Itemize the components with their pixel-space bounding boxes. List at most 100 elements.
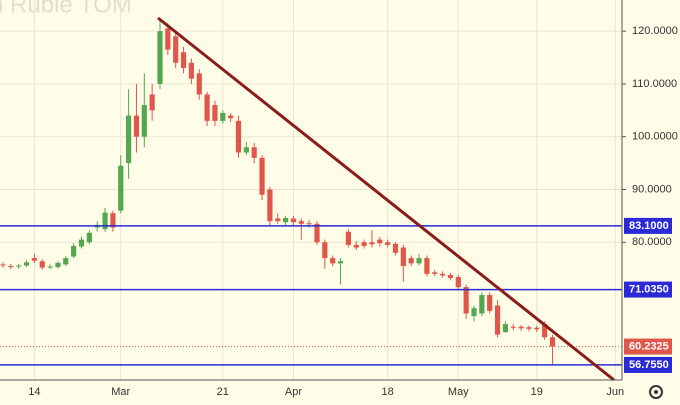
candle-body — [47, 266, 53, 268]
candle-body — [526, 327, 532, 329]
candle-body — [518, 326, 524, 329]
candle-body — [118, 165, 124, 211]
candle-body — [424, 258, 430, 274]
x-tick-label: May — [448, 386, 469, 398]
candle-body — [408, 258, 414, 264]
x-tick-label: Mar — [111, 386, 130, 398]
candle-body — [243, 147, 249, 153]
trend-line — [157, 16, 615, 382]
candle-body — [432, 272, 438, 274]
candle-body — [39, 261, 45, 268]
last-price-label: 60.2325 — [629, 340, 669, 352]
candle-body — [534, 327, 540, 330]
x-tick-label: 14 — [28, 386, 40, 398]
candle-body — [196, 73, 202, 95]
candle-body — [228, 115, 234, 119]
x-tick-label: 21 — [217, 386, 229, 398]
candle-body — [298, 221, 304, 224]
level-label: 83.1000 — [629, 220, 669, 232]
x-tick-label: 18 — [382, 386, 394, 398]
candle-body — [487, 295, 493, 311]
candle-body — [400, 247, 406, 266]
level-label-box — [624, 281, 672, 298]
candle-body — [55, 262, 61, 268]
candle-body — [8, 266, 14, 268]
candle-body — [23, 262, 30, 266]
candle-body — [283, 217, 289, 223]
x-tick-label: 19 — [531, 386, 543, 398]
candle-body — [361, 242, 367, 246]
candle-body — [126, 115, 132, 164]
candle-body — [385, 242, 391, 245]
candle-body — [510, 326, 516, 328]
candle-body — [71, 245, 77, 257]
candle-body — [275, 218, 281, 222]
candle-body — [345, 231, 351, 245]
settings-button[interactable] — [649, 385, 663, 399]
x-tick-label: Jun — [606, 386, 624, 398]
chart-title: n Ruble TOM — [0, 0, 132, 18]
candle-body — [157, 31, 163, 84]
candle-body — [220, 112, 226, 121]
candle-body — [463, 287, 469, 314]
candle-body — [212, 105, 218, 121]
level-label: 56.7550 — [629, 359, 669, 371]
candle-body — [416, 258, 422, 264]
level-label: 71.0350 — [629, 283, 669, 295]
candle-body — [502, 324, 508, 332]
candle-body — [440, 273, 446, 276]
candle-body — [31, 258, 37, 261]
candle-body — [455, 277, 461, 288]
candle-body — [78, 239, 85, 247]
plot — [0, 20, 622, 366]
candle-body — [133, 115, 140, 137]
y-tick-label: 80.0000 — [632, 236, 672, 248]
axes: 80.0000 90.0000 100.0000 110.0000 120.0000 14… — [28, 25, 678, 398]
gear-center[interactable] — [654, 390, 658, 394]
candle-body — [377, 239, 383, 244]
grid — [0, 0, 622, 380]
last-price-box — [624, 338, 672, 355]
candle-body — [353, 244, 359, 248]
candle-body — [141, 105, 147, 137]
candle-body — [86, 232, 92, 243]
candle-body — [306, 223, 312, 225]
candle-body — [259, 157, 265, 195]
level-label-box — [624, 217, 672, 234]
x-tick-label: Apr — [285, 386, 302, 398]
y-tick-label: 90.0000 — [632, 183, 672, 195]
candle-body — [16, 265, 22, 267]
candle-body — [188, 62, 194, 79]
candle-body — [180, 52, 187, 69]
candle-body — [330, 258, 336, 264]
candle-body — [63, 258, 69, 265]
y-tick-label: 110.0000 — [632, 78, 677, 90]
candle-body — [447, 274, 454, 279]
y-tick-label: 120.0000 — [632, 25, 678, 37]
candle-body — [267, 189, 273, 222]
y-tick-label: 100.0000 — [632, 131, 678, 143]
candle-body — [165, 28, 171, 50]
candle-body — [479, 295, 485, 314]
candle-body — [471, 308, 477, 317]
candle-body — [251, 147, 257, 158]
candle-body — [290, 218, 297, 223]
candle-body — [494, 305, 501, 335]
candle-body — [235, 120, 242, 153]
gear-icon[interactable] — [649, 385, 663, 399]
candle-body — [173, 36, 179, 63]
candle-body — [369, 242, 375, 245]
candle-body — [102, 212, 108, 230]
candle-body — [314, 223, 320, 243]
candle-body — [0, 264, 6, 266]
candle-body — [149, 94, 155, 111]
candle-body — [337, 261, 344, 264]
candle-body — [322, 242, 328, 259]
candle-body — [392, 243, 399, 253]
candle-body — [542, 324, 548, 338]
level-label-box — [624, 356, 672, 373]
candle-body — [110, 213, 116, 228]
candle-body — [204, 94, 210, 121]
